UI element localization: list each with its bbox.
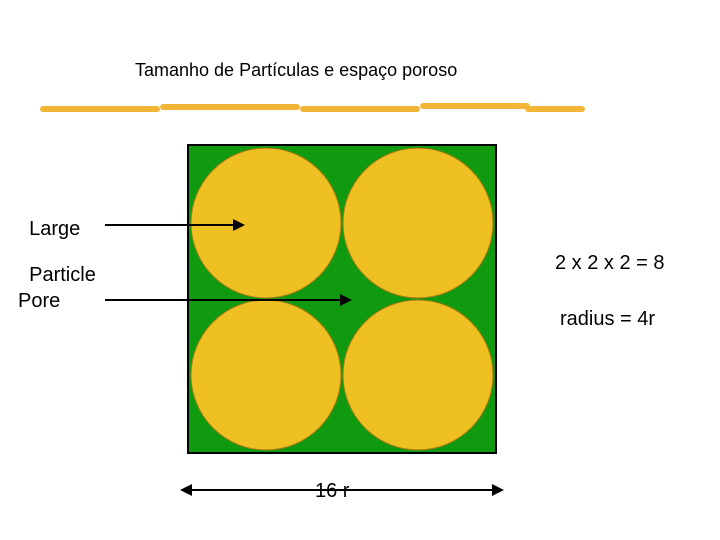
arrow-head-left-icon xyxy=(180,484,192,496)
label-formula: 2 x 2 x 2 = 8 xyxy=(555,252,665,275)
label-large-particle-line2: Particle xyxy=(29,264,96,286)
label-pore: Pore xyxy=(18,290,60,313)
label-large-particle-line1: Large xyxy=(29,218,80,240)
arrow-line xyxy=(105,224,235,226)
arrow-head-right-icon xyxy=(492,484,504,496)
label-sixteen-r: 16 r xyxy=(315,480,349,503)
label-large-particle: Large Particle xyxy=(18,195,96,287)
particle-circle xyxy=(191,148,341,298)
arrow-head-right-icon xyxy=(340,294,352,306)
particle-circle xyxy=(191,300,341,450)
label-radius: radius = 4r xyxy=(560,308,655,331)
particle-circle xyxy=(343,148,493,298)
particle-circle xyxy=(343,300,493,450)
arrow-line xyxy=(190,489,494,491)
arrow-line xyxy=(105,299,342,301)
arrow-head-right-icon xyxy=(233,219,245,231)
